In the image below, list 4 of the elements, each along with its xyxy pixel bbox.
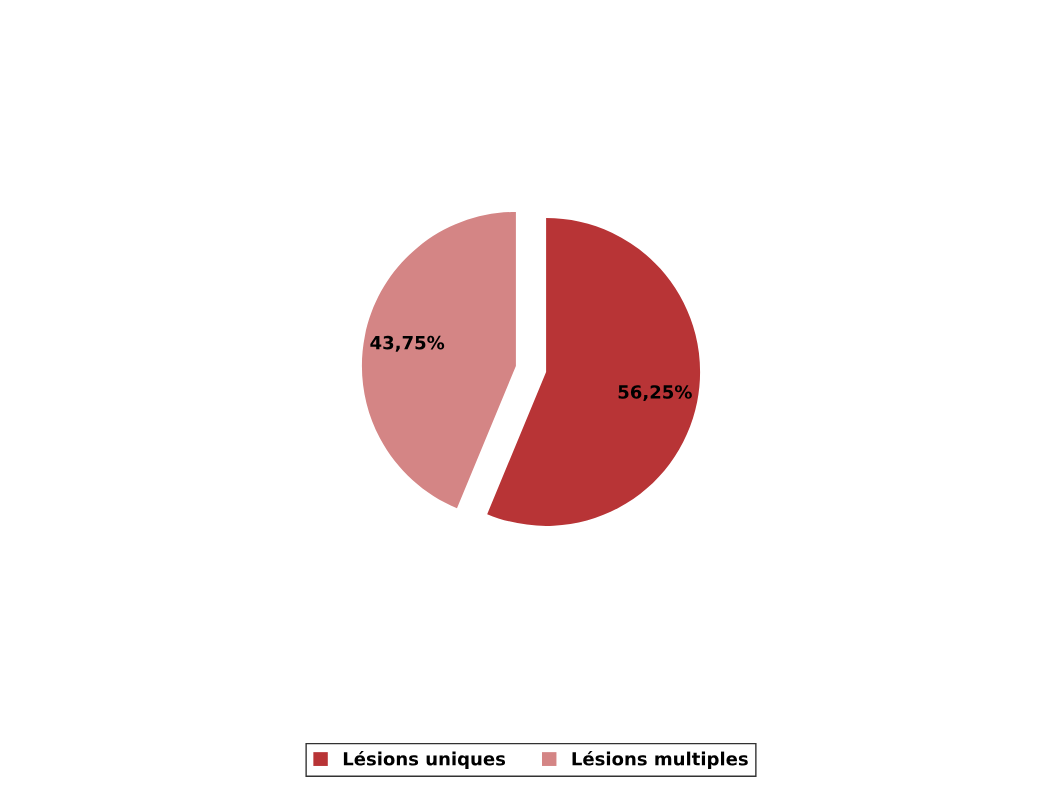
data-label: 56,25% xyxy=(618,385,692,402)
legend-label: Lésions uniques xyxy=(343,750,506,770)
legend-label: Lésions multiples xyxy=(572,750,748,770)
data-label: 43,75% xyxy=(370,335,445,352)
